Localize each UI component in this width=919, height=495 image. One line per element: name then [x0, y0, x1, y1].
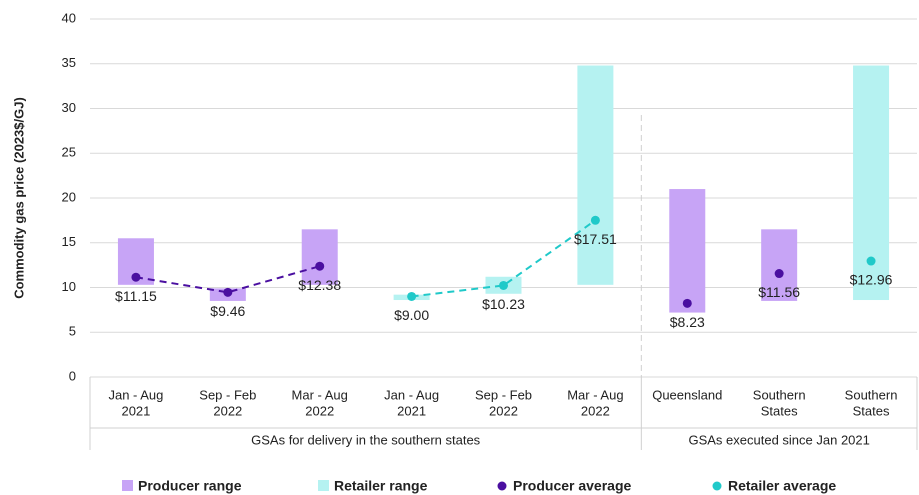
average-dot [315, 261, 325, 271]
range-bar [577, 65, 614, 285]
data-label: $12.38 [298, 277, 341, 293]
data-label: $17.51 [574, 231, 617, 247]
x-tick-label: Sep - Feb [475, 387, 532, 402]
data-label: $9.46 [210, 303, 245, 319]
legend-marker [122, 480, 133, 491]
average-dot [682, 298, 692, 308]
x-tick-label: 2021 [397, 403, 426, 418]
average-dot [774, 269, 784, 279]
average-dot [590, 215, 600, 225]
range-bar [761, 229, 798, 301]
x-tick-label: Jan - Aug [108, 387, 163, 402]
y-tick-label: 25 [62, 145, 76, 160]
group-label: GSAs for delivery in the southern states [251, 432, 481, 447]
legend-marker [497, 481, 507, 491]
data-label: $11.15 [115, 288, 157, 304]
x-tick-label: Southern [753, 387, 806, 402]
data-label: $10.23 [482, 296, 525, 312]
x-tick-label: Queensland [652, 387, 722, 402]
average-line [411, 219, 596, 298]
x-tick-label: Jan - Aug [384, 387, 439, 402]
legend-text: Retailer range [334, 478, 428, 494]
average-dot [499, 280, 508, 290]
legend-text: Retailer average [728, 478, 836, 494]
legend-marker [712, 481, 722, 491]
legend-text: Producer average [513, 478, 631, 494]
x-tick-label: Mar - Aug [292, 387, 348, 402]
x-tick-label: 2022 [489, 403, 518, 418]
x-tick-label: States [761, 403, 798, 418]
data-label: $12.96 [850, 272, 893, 288]
data-label: $11.56 [758, 284, 800, 300]
x-tick-label: 2022 [305, 403, 334, 418]
y-tick-label: 40 [62, 10, 76, 25]
x-tick-label: Mar - Aug [567, 387, 623, 402]
x-tick-label: 2021 [121, 403, 150, 418]
y-tick-label: 10 [62, 279, 76, 294]
x-tick-label: 2022 [213, 403, 242, 418]
legend-marker [318, 480, 329, 491]
range-bar [301, 229, 338, 285]
y-tick-label: 30 [62, 100, 76, 115]
y-tick-label: 20 [62, 189, 76, 204]
y-tick-label: 35 [62, 55, 76, 70]
y-tick-label: 15 [62, 234, 76, 249]
average-dot [407, 291, 417, 301]
legend-text: Producer range [138, 478, 242, 494]
average-dot [223, 287, 233, 297]
y-tick-label: 5 [69, 324, 76, 339]
range-bar [669, 189, 706, 313]
x-tick-label: Sep - Feb [199, 387, 256, 402]
average-dot [131, 272, 141, 282]
data-label: $8.23 [670, 314, 705, 330]
x-tick-label: 2022 [581, 403, 610, 418]
average-line [135, 265, 320, 294]
data-label: $9.00 [394, 307, 429, 323]
y-tick-label: 0 [69, 368, 76, 383]
x-tick-label: Southern [845, 387, 898, 402]
group-label: GSAs executed since Jan 2021 [688, 432, 869, 447]
y-axis-label: Commodity gas price (2023$/GJ) [11, 97, 26, 299]
average-dot [866, 256, 876, 266]
x-tick-label: States [853, 403, 890, 418]
